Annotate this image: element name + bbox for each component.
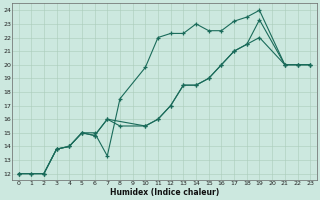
X-axis label: Humidex (Indice chaleur): Humidex (Indice chaleur) xyxy=(110,188,219,197)
